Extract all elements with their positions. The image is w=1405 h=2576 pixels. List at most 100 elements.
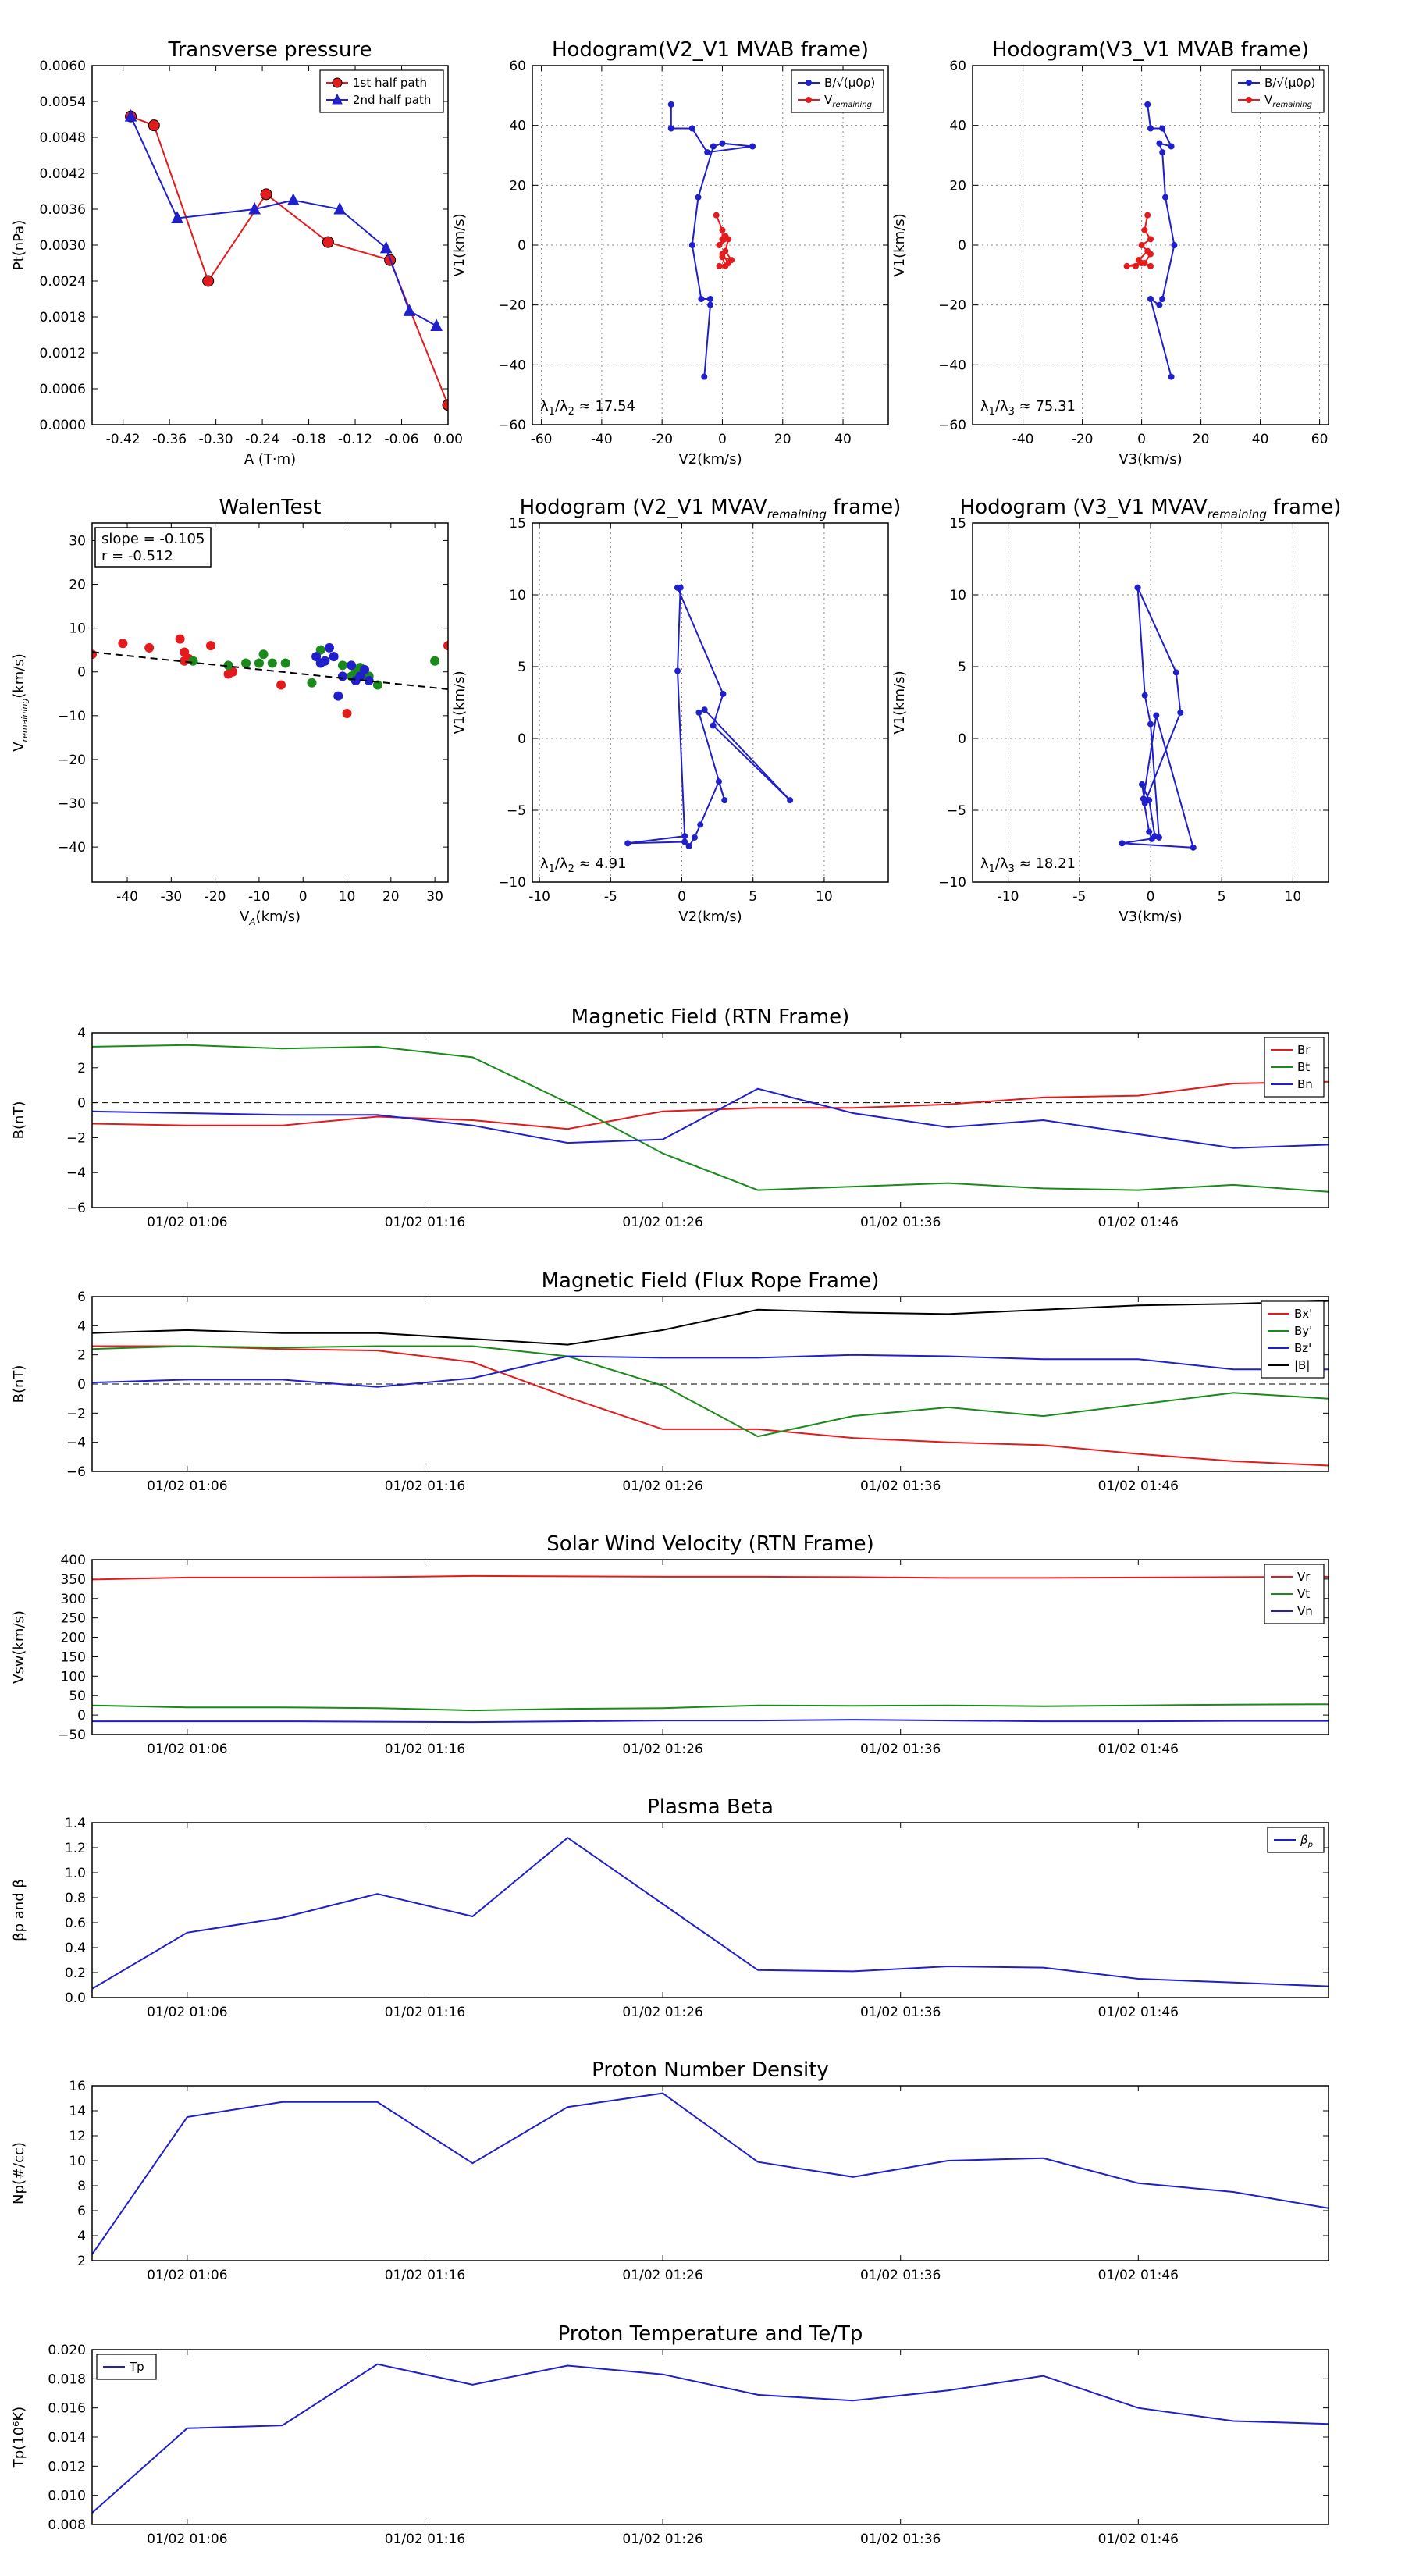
x-tick-label: 01/02 01:06 bbox=[147, 2268, 227, 2283]
y-tick-label: −10 bbox=[938, 875, 966, 891]
data-point bbox=[1147, 262, 1154, 269]
eigenvalue-ratio: λ1/λ3 ≈ 75.31 bbox=[980, 398, 1076, 418]
x-tick-label: 01/02 01:26 bbox=[622, 1742, 702, 1757]
annotation-part: 2 bbox=[568, 406, 574, 418]
label-unit: (km/s) bbox=[256, 909, 301, 925]
label-subscript: remaining bbox=[20, 699, 30, 742]
y-axis-label: Tp(10⁶K) bbox=[11, 2407, 27, 2468]
y-tick-label: 0.010 bbox=[48, 2489, 86, 2504]
data-point bbox=[1146, 797, 1153, 804]
data-point bbox=[180, 656, 190, 666]
y-tick-label: −5 bbox=[947, 803, 966, 819]
data-point bbox=[1141, 226, 1148, 233]
y-tick-label: 20 bbox=[509, 178, 526, 194]
y-tick-label: 0.020 bbox=[48, 2343, 86, 2358]
y-tick-label: 20 bbox=[69, 578, 86, 593]
data-point bbox=[188, 656, 198, 666]
legend-label: Bn bbox=[1297, 1077, 1313, 1091]
x-tick-label: 01/02 01:46 bbox=[1098, 2532, 1179, 2547]
x-tick-label: 01/02 01:16 bbox=[385, 1742, 465, 1757]
chart-title: Solar Wind Velocity (RTN Frame) bbox=[546, 1532, 873, 1556]
y-tick-label: 12 bbox=[69, 2129, 86, 2144]
y-tick-label: 0 bbox=[77, 1377, 86, 1393]
y-tick-label: 10 bbox=[69, 2154, 86, 2169]
annotation-part: 3 bbox=[1008, 406, 1015, 418]
data-point bbox=[749, 143, 756, 150]
y-tick-label: 250 bbox=[61, 1611, 86, 1627]
x-tick-label: 01/02 01:26 bbox=[622, 2532, 702, 2547]
x-tick-label: 5 bbox=[749, 889, 757, 905]
legend-label: B/√(μ0ρ) bbox=[1264, 76, 1315, 90]
y-tick-label: 0.2 bbox=[65, 1966, 86, 1981]
x-tick-label: -0.06 bbox=[385, 432, 419, 447]
data-point bbox=[124, 109, 137, 122]
series-line-Br bbox=[92, 1080, 1329, 1130]
annotation-part: λ bbox=[540, 856, 549, 872]
data-layer bbox=[92, 1300, 1329, 1467]
data-point bbox=[223, 660, 233, 671]
annotation-part: λ bbox=[980, 856, 989, 872]
data-point bbox=[1123, 262, 1130, 269]
data-point bbox=[701, 373, 708, 380]
y-tick-label: 10 bbox=[509, 588, 526, 603]
chart-beta: 01/02 01:06 01/02 01:16 01/02 01:26 01/02 0… bbox=[11, 1795, 1329, 2020]
annotation-part: /λ bbox=[555, 398, 568, 415]
y-tick-label: 5 bbox=[518, 660, 526, 675]
x-tick-label: 01/02 01:06 bbox=[147, 2532, 227, 2547]
y-tick-label: 0.0036 bbox=[40, 202, 86, 218]
data-point bbox=[698, 296, 705, 302]
data-point bbox=[1171, 242, 1178, 248]
data-point bbox=[704, 149, 711, 156]
stats-text: r = -0.512 bbox=[101, 548, 173, 564]
data-point bbox=[276, 680, 286, 690]
x-tick-label: -30 bbox=[160, 889, 182, 905]
x-tick-label: -10 bbox=[998, 889, 1019, 905]
y-tick-label: 8 bbox=[77, 2179, 86, 2194]
x-tick-label: 01/02 01:26 bbox=[622, 1478, 702, 1494]
x-tick-label: -10 bbox=[248, 889, 270, 905]
y-tick-label: 0 bbox=[518, 238, 526, 254]
data-point bbox=[787, 797, 794, 804]
stats-text: slope = -0.105 bbox=[101, 531, 205, 547]
x-tick-label: 5 bbox=[1218, 889, 1226, 905]
data-point bbox=[721, 797, 728, 804]
y-tick-label: 1.4 bbox=[65, 1816, 86, 1831]
y-tick-label: 0.018 bbox=[48, 2371, 86, 2387]
x-tick-label: 01/02 01:06 bbox=[147, 1215, 227, 1230]
y-tick-label: 4 bbox=[77, 1318, 86, 1334]
y-tick-label: −60 bbox=[938, 418, 966, 433]
legend-label: Vr bbox=[1297, 1570, 1311, 1584]
y-axis-label: V1(km/s) bbox=[891, 671, 908, 734]
x-tick-label: 0 bbox=[1147, 889, 1155, 905]
y-tick-label: 4 bbox=[77, 2229, 86, 2244]
annotation-part: ≈ 75.31 bbox=[1015, 398, 1076, 415]
y-tick-label: 50 bbox=[69, 1688, 86, 1704]
x-axis-label: VA(km/s) bbox=[240, 909, 301, 927]
y-tick-label: 60 bbox=[509, 59, 526, 74]
chart-mag_fr: 01/02 01:06 01/02 01:16 01/02 01:26 01/02 0… bbox=[11, 1269, 1329, 1494]
series-line-By' bbox=[92, 1345, 1329, 1438]
legend: Vr Vt Vn bbox=[1264, 1564, 1325, 1624]
y-tick-label: 15 bbox=[949, 516, 966, 532]
legend-label: Bz' bbox=[1294, 1341, 1311, 1355]
data-point bbox=[725, 260, 732, 266]
data-point bbox=[118, 639, 128, 649]
data-point bbox=[681, 838, 688, 845]
data-point bbox=[1141, 260, 1148, 266]
plot-frame bbox=[972, 522, 1329, 883]
y-tick-label: −10 bbox=[498, 875, 526, 891]
x-tick-label: -20 bbox=[205, 889, 226, 905]
chart-title: Magnetic Field (Flux Rope Frame) bbox=[542, 1269, 880, 1293]
legend-subscript: remaining bbox=[832, 101, 872, 109]
y-tick-label: 0.0000 bbox=[40, 418, 86, 433]
data-layer bbox=[624, 584, 794, 849]
data-point bbox=[1140, 795, 1147, 802]
data-point bbox=[701, 706, 708, 713]
legend-marker bbox=[332, 77, 343, 88]
plot-frame bbox=[972, 65, 1329, 425]
data-point bbox=[1147, 296, 1154, 302]
x-tick-label: 01/02 01:36 bbox=[860, 1478, 941, 1494]
y-tick-label: −2 bbox=[66, 1130, 86, 1146]
x-tick-label: 10 bbox=[1285, 889, 1302, 905]
